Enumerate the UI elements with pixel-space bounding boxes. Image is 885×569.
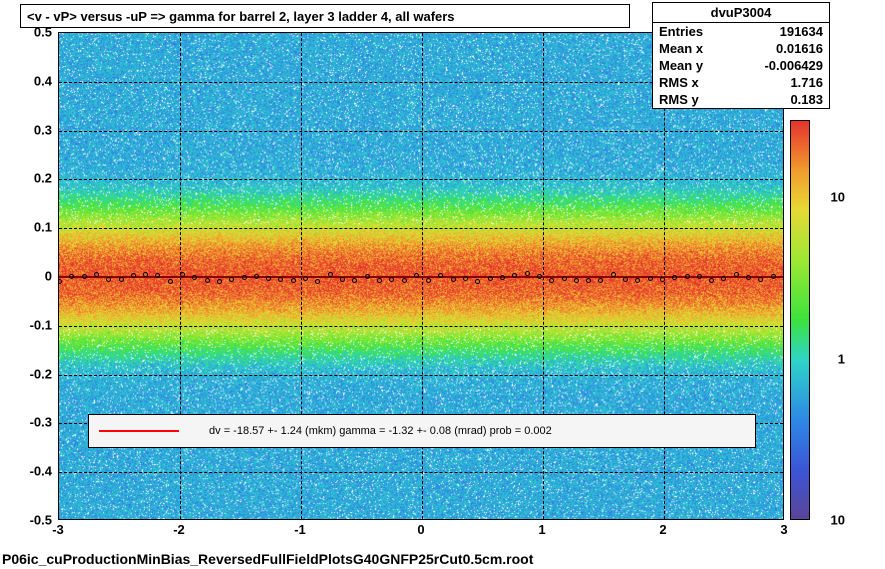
chart-title-box: <v - vP> versus -uP => gamma for barrel … <box>20 4 630 28</box>
y-tick-label: 0.5 <box>34 25 52 40</box>
fit-marker <box>537 274 542 279</box>
fit-marker <box>463 276 468 281</box>
fit-marker <box>254 274 259 279</box>
fit-marker <box>783 277 784 282</box>
fit-marker <box>500 275 505 280</box>
y-tick-label: -0.1 <box>30 317 52 332</box>
fit-marker <box>685 274 690 279</box>
stats-entries-label: Entries <box>659 24 703 39</box>
y-tick-label: 0 <box>45 269 52 284</box>
fit-marker <box>623 277 628 282</box>
fit-marker <box>303 276 308 281</box>
y-tick-label: -0.5 <box>30 513 52 528</box>
fit-marker <box>697 274 702 279</box>
y-tick-label: 0.4 <box>34 73 52 88</box>
fit-marker <box>205 278 210 283</box>
stats-name: dvuP3004 <box>653 3 829 23</box>
y-tick-label: 0.2 <box>34 171 52 186</box>
x-tick-label: -1 <box>294 522 306 537</box>
stats-entries-value: 191634 <box>780 24 823 39</box>
file-label: P06ic_cuProductionMinBias_ReversedFullFi… <box>2 551 533 567</box>
fit-marker <box>242 275 247 280</box>
colorbar-tick-label: 1 <box>838 351 845 366</box>
y-tick-label: -0.3 <box>30 415 52 430</box>
stats-meanx-row: Mean x 0.01616 <box>653 40 829 57</box>
fit-marker <box>611 272 616 277</box>
x-tick-label: 1 <box>538 522 545 537</box>
stats-entries-row: Entries 191634 <box>653 23 829 40</box>
fit-marker <box>488 276 493 281</box>
stats-rmsy-value: 0.183 <box>790 92 823 107</box>
fit-marker <box>94 272 99 277</box>
chart-title: <v - vP> versus -uP => gamma for barrel … <box>27 9 455 24</box>
colorbar <box>790 120 810 520</box>
fit-marker <box>180 272 185 277</box>
fit-marker <box>574 278 579 283</box>
stats-rmsy-row: RMS y 0.183 <box>653 91 829 108</box>
y-axis: -0.5-0.4-0.3-0.2-0.100.10.20.30.40.5 <box>0 32 56 520</box>
fit-legend-line <box>99 430 179 432</box>
fit-marker <box>106 277 111 282</box>
fit-marker <box>377 278 382 283</box>
fit-marker <box>660 277 665 282</box>
fit-marker <box>119 277 124 282</box>
fit-legend-text: dv = -18.57 +- 1.24 (mkm) gamma = -1.32 … <box>209 425 552 437</box>
x-tick-label: -2 <box>173 522 185 537</box>
fit-marker <box>746 275 751 280</box>
stats-rmsx-row: RMS x 1.716 <box>653 74 829 91</box>
stats-box: dvuP3004 Entries 191634 Mean x 0.01616 M… <box>652 2 830 109</box>
stats-meany-row: Mean y -0.006429 <box>653 57 829 74</box>
fit-marker <box>709 278 714 283</box>
stats-meany-value: -0.006429 <box>764 58 823 73</box>
fit-marker <box>131 273 136 278</box>
stats-meanx-label: Mean x <box>659 41 703 56</box>
fit-legend-box: dv = -18.57 +- 1.24 (mkm) gamma = -1.32 … <box>88 414 756 448</box>
fit-marker <box>291 278 296 283</box>
fit-marker <box>648 276 653 281</box>
fit-marker <box>562 276 567 281</box>
x-tick-label: 0 <box>417 522 424 537</box>
y-tick-label: 0.1 <box>34 220 52 235</box>
y-tick-label: -0.2 <box>30 366 52 381</box>
x-tick-label: -3 <box>52 522 64 537</box>
x-tick-label: 2 <box>659 522 666 537</box>
stats-meanx-value: 0.01616 <box>776 41 823 56</box>
fit-marker <box>217 279 222 284</box>
fit-marker <box>771 274 776 279</box>
fit-marker <box>734 272 739 277</box>
fit-marker <box>365 274 370 279</box>
stats-rmsx-label: RMS x <box>659 75 699 90</box>
x-tick-label: 3 <box>780 522 787 537</box>
y-tick-label: 0.3 <box>34 122 52 137</box>
fit-marker <box>266 276 271 281</box>
x-axis: -3-2-10123 <box>58 520 784 540</box>
fit-marker <box>58 279 62 284</box>
fit-marker <box>340 277 345 282</box>
stats-meany-label: Mean y <box>659 58 703 73</box>
fit-marker <box>168 279 173 284</box>
colorbar-tick-label: 10 <box>831 513 845 528</box>
fit-marker <box>414 273 419 278</box>
chart-container: <v - vP> versus -uP => gamma for barrel … <box>0 0 885 569</box>
stats-rmsx-value: 1.716 <box>790 75 823 90</box>
fit-marker <box>402 278 407 283</box>
colorbar-tick-label: 10 <box>831 190 845 205</box>
stats-rmsy-label: RMS y <box>659 92 699 107</box>
y-tick-label: -0.4 <box>30 464 52 479</box>
fit-marker <box>451 277 456 282</box>
